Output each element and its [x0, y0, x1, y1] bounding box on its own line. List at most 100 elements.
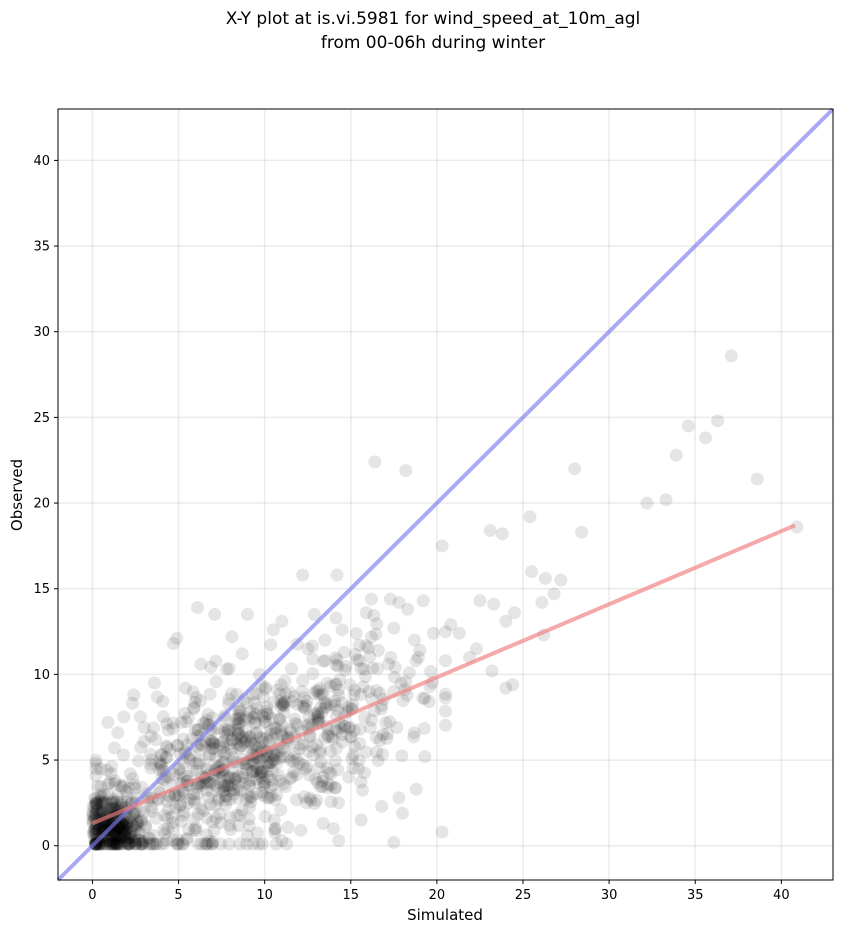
- data-point-cloud-1040: [205, 785, 219, 799]
- data-point-cloud-666: [407, 730, 421, 744]
- data-point-cloud-463: [424, 664, 438, 678]
- data-point-cloud-876: [223, 770, 237, 784]
- y-tick-label-1: 5: [42, 754, 50, 769]
- data-point-cloud-1023: [326, 732, 340, 746]
- data-point-cloud-95: [90, 802, 104, 816]
- data-point-cloud-356: [268, 721, 282, 735]
- data-point-cloud-525: [205, 837, 219, 851]
- data-point-cloud-951: [370, 745, 384, 759]
- data-point-cloud-93: [108, 829, 122, 843]
- data-point-cloud-665: [359, 639, 373, 653]
- data-point-cloud-479: [293, 737, 307, 751]
- data-point-cloud-58: [86, 799, 100, 813]
- data-point-cloud-47: [124, 815, 138, 829]
- data-point-cloud-500: [313, 701, 327, 715]
- data-point-0-78: [294, 823, 308, 837]
- data-point-cloud-583: [417, 721, 431, 735]
- data-point-cloud-767: [133, 825, 147, 839]
- data-point-cloud-425: [157, 823, 171, 837]
- data-point-cloud-7: [122, 837, 136, 851]
- data-point-cloud-917: [160, 739, 174, 753]
- data-point-cloud-964: [139, 820, 153, 834]
- data-point-cloud-698: [205, 837, 219, 851]
- data-point-cloud-550: [170, 739, 184, 753]
- data-point-0-5: [191, 601, 204, 615]
- data-point-cloud-620: [371, 754, 385, 768]
- data-point-cloud-734: [290, 752, 304, 766]
- data-point-cloud-771: [260, 764, 274, 778]
- data-point-cloud-216: [109, 825, 123, 839]
- data-point-cloud-232: [113, 837, 127, 851]
- data-point-cloud-421: [159, 833, 173, 847]
- data-point-cloud-887: [335, 728, 349, 742]
- data-point-cloud-942: [346, 697, 360, 711]
- data-point-cloud-290: [111, 837, 125, 851]
- data-point-cloud-515: [390, 721, 404, 735]
- data-point-cloud-604: [256, 789, 270, 803]
- data-point-cloud-706: [117, 710, 131, 724]
- data-point-cloud-273: [124, 830, 138, 844]
- data-point-cloud-73: [124, 825, 138, 839]
- data-point-cloud-927: [148, 837, 162, 851]
- data-point-cloud-619: [280, 837, 294, 851]
- data-point-cloud-884: [211, 793, 225, 807]
- data-point-cloud-1089: [219, 789, 233, 803]
- data-point-cloud-245: [106, 795, 120, 809]
- data-point-cloud-955: [209, 654, 223, 668]
- x-tick-label-0: 0: [88, 888, 96, 903]
- data-point-cloud-667: [186, 685, 200, 699]
- data-point-0-47: [418, 750, 432, 764]
- data-point-cloud-572: [242, 776, 256, 790]
- data-point-cloud-1077: [246, 837, 260, 851]
- data-point-cloud-428: [353, 722, 367, 736]
- data-point-cloud-1075: [172, 763, 186, 777]
- data-point-cloud-568: [89, 753, 103, 767]
- data-point-cloud-150: [109, 837, 123, 851]
- data-point-0-18: [352, 638, 366, 652]
- data-point-cloud-702: [187, 701, 201, 715]
- data-point-cloud-613: [181, 796, 195, 810]
- data-point-cloud-462: [273, 751, 287, 765]
- data-point-cloud-328: [358, 670, 372, 684]
- data-point-0-4: [296, 568, 310, 582]
- data-point-cloud-231: [86, 807, 100, 821]
- data-point-cloud-987: [321, 778, 335, 792]
- grid: [58, 109, 833, 880]
- data-point-cloud-546: [268, 749, 282, 763]
- data-point-cloud-973: [263, 755, 277, 769]
- data-point-cloud-65: [117, 820, 131, 834]
- data-point-cloud-966: [209, 811, 223, 825]
- data-point-0-68: [371, 643, 385, 657]
- data-point-cloud-564: [159, 750, 173, 764]
- data-point-cloud-618: [370, 617, 384, 631]
- data-point-cloud-785: [247, 711, 261, 725]
- data-point-0-9: [170, 631, 184, 645]
- data-point-cloud-439: [229, 716, 243, 730]
- data-point-cloud-847: [190, 787, 204, 801]
- data-point-cloud-481: [204, 734, 218, 748]
- data-point-cloud-507: [262, 734, 276, 748]
- data-point-0-46: [409, 782, 423, 796]
- data-point-cloud-77: [94, 796, 108, 810]
- data-point-cloud-910: [213, 807, 227, 821]
- data-point-cloud-959: [278, 674, 292, 688]
- data-point-cloud-1057: [269, 721, 283, 735]
- data-point-0-86: [178, 681, 192, 695]
- data-point-cloud-545: [186, 764, 200, 778]
- data-point-0-75: [206, 835, 220, 849]
- data-point-cloud-354: [229, 771, 243, 785]
- data-point-cloud-685: [252, 837, 266, 851]
- data-point-cloud-548: [230, 723, 244, 737]
- data-point-cloud-519: [328, 754, 342, 768]
- data-point-cloud-861: [256, 837, 270, 851]
- data-point-cloud-561: [258, 810, 272, 824]
- data-point-cloud-527: [307, 686, 321, 700]
- data-point-cloud-794: [300, 694, 314, 708]
- data-point-cloud-211: [114, 830, 128, 844]
- data-point-cloud-71: [128, 836, 142, 850]
- data-point-cloud-729: [272, 768, 286, 782]
- data-point-cloud-1093: [176, 732, 190, 746]
- data-point-0-53: [669, 448, 683, 462]
- data-point-cloud-1046: [239, 724, 253, 738]
- data-point-0-57: [724, 349, 738, 363]
